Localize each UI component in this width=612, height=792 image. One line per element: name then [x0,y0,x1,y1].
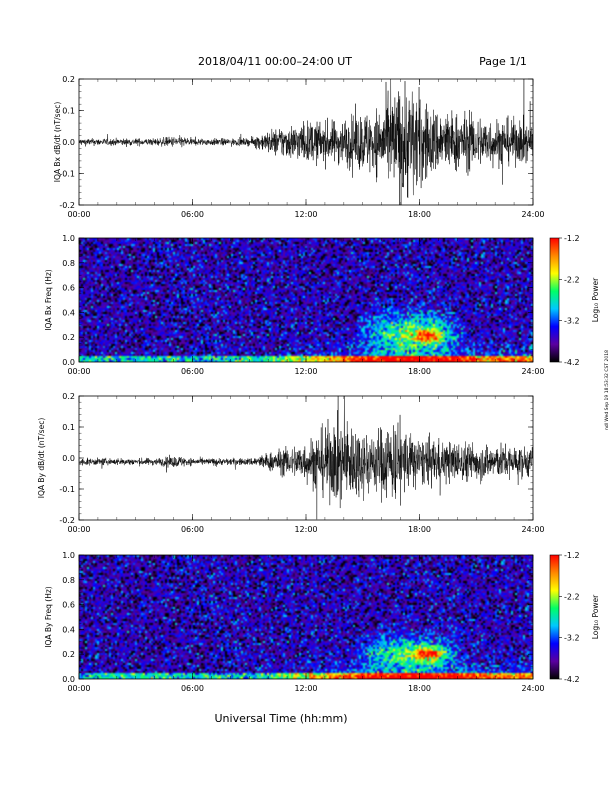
colorbar-tick-label: -1.2 [564,551,580,560]
figure-title: 2018/04/11 00:00–24:00 UT [198,55,352,68]
y-tick-label: -0.2 [59,201,75,210]
x-tick-label: 12:00 [294,210,317,219]
y-tick-label: 0.6 [62,601,75,610]
y-tick-label: 0.2 [62,75,75,84]
colorbar-bottom-label: Log₁₀ Power [591,594,600,639]
x-tick-label: 12:00 [294,684,317,693]
colorbar-tick-label: -3.2 [564,634,580,643]
by-waveform-panel: IQA By dB/dt (nT/sec) 0.20.10.0-0.1-0.20… [37,392,545,534]
colorbar-tick-label: -4.2 [564,675,580,684]
x-tick-label: 18:00 [408,210,431,219]
x-tick-label: 00:00 [67,684,90,693]
by-waveform-ylabel: IQA By dB/dt (nT/sec) [37,418,46,499]
x-tick-label: 00:00 [67,210,90,219]
by-waveform-series [78,395,534,520]
by-waveform-frame [78,395,534,521]
x-tick-label: 18:00 [408,525,431,534]
colorbar-1-bar [549,237,560,363]
x-tick-label: 12:00 [294,525,317,534]
y-tick-label: 1.0 [62,234,75,243]
y-tick-label: 1.0 [62,551,75,560]
y-tick-label: 0.6 [62,284,75,293]
y-tick-label: 0.8 [62,576,75,585]
y-tick-label: 0.1 [62,423,75,432]
x-tick-label: 18:00 [408,367,431,376]
colorbar-tick-label: -4.2 [564,358,580,367]
colorbar-tick-label: -1.2 [564,234,580,243]
page-indicator: Page 1/1 [479,55,527,68]
bx-waveform-ylabel: IQA Bx dB/dt (nT/sec) [53,102,62,183]
y-tick-label: -0.2 [59,516,75,525]
colorbar-tick-label: -2.2 [564,275,580,284]
x-tick-label: 24:00 [521,684,544,693]
y-tick-label: -0.1 [59,170,75,179]
x-tick-label: 06:00 [181,210,204,219]
x-tick-label: 24:00 [521,210,544,219]
colorbar-tick-label: -2.2 [564,592,580,601]
colorbar-top: Log₁₀ Power -1.2 -2.2 -3.2 -4.2 [549,234,600,367]
y-tick-label: 0.2 [62,650,75,659]
y-tick-label: 0.0 [62,675,75,684]
colorbar-3-bar [549,554,560,680]
by-spectrogram-image [79,555,533,679]
y-tick-label: 0.2 [62,392,75,401]
by-spectrogram-panel: IQA By Freq (Hz) 1.0 0.8 0.6 0.4 0.2 0.000:00… [44,551,545,693]
y-tick-label: 0.4 [62,625,75,634]
y-tick-label: 0.4 [62,308,75,317]
bx-waveform-panel: IQA Bx dB/dt (nT/sec) 0.20.10.0-0.1-0.20… [53,75,545,219]
y-tick-label: 0.0 [62,454,75,463]
by-spectrogram-ylabel: IQA By Freq (Hz) [44,586,53,648]
bx-spectrogram-image [79,238,533,362]
x-tick-label: 12:00 [294,367,317,376]
x-tick-label: 06:00 [181,525,204,534]
y-tick-label: 0.0 [62,138,75,147]
bx-spectrogram-ylabel: IQA Bx Freq (Hz) [44,269,53,331]
x-tick-label: 00:00 [67,525,90,534]
x-tick-label: 00:00 [67,367,90,376]
y-tick-label: 0.2 [62,333,75,342]
x-tick-label: 24:00 [521,367,544,376]
x-tick-label: 18:00 [408,684,431,693]
colorbar-bottom: Log₁₀ Power -1.2 -2.2 -3.2 -4.2 [549,551,600,684]
bx-spectrogram-panel: IQA Bx Freq (Hz) 1.0 0.8 0.6 0.4 0.2 0.000:00… [44,234,545,376]
x-tick-label: 06:00 [181,367,204,376]
bx-waveform-series [78,78,534,206]
y-tick-label: -0.1 [59,485,75,494]
y-tick-label: 0.1 [62,107,75,116]
y-tick-label: 0.0 [62,358,75,367]
y-tick-label: 0.8 [62,259,75,268]
x-axis-label: Universal Time (hh:mm) [215,712,348,725]
x-tick-label: 06:00 [181,684,204,693]
x-tick-label: 24:00 [521,525,544,534]
colorbar-tick-label: -3.2 [564,317,580,326]
generation-stamp: ndl Wed Sep 19 18:53:32 CST 2018 [604,350,610,430]
colorbar-top-label: Log₁₀ Power [591,277,600,322]
